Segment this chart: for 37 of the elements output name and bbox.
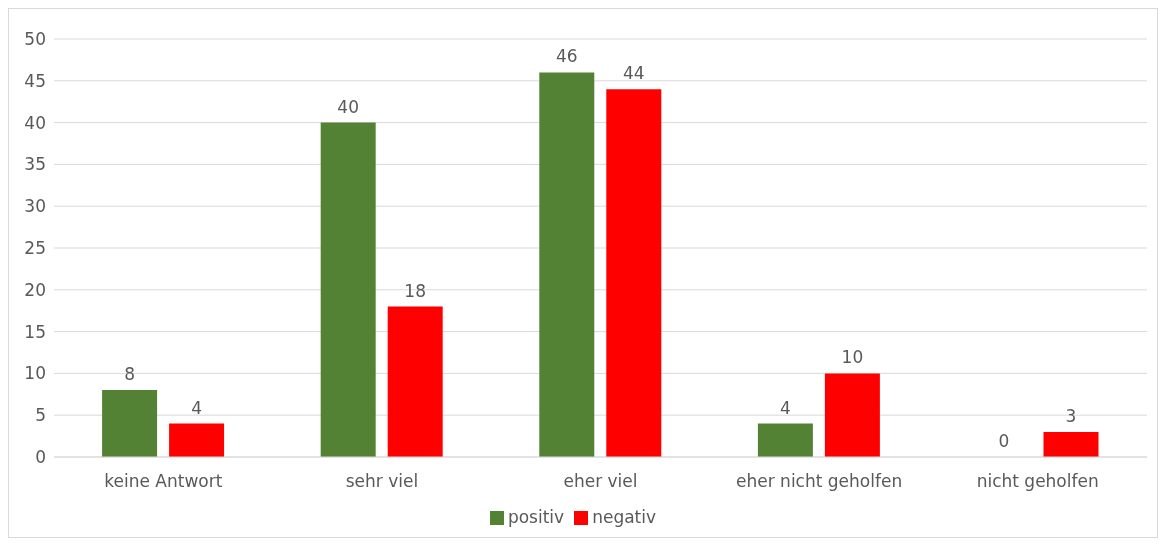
bar xyxy=(606,89,662,457)
y-tick-label: 0 xyxy=(35,447,46,468)
data-label: 40 xyxy=(337,96,360,117)
data-label: 44 xyxy=(622,63,645,84)
x-tick-label: eher nicht geholfen xyxy=(736,471,903,492)
y-tick-label: 20 xyxy=(24,279,46,300)
x-tick-label: eher viel xyxy=(563,471,638,492)
y-tick-label: 45 xyxy=(24,70,46,91)
bar xyxy=(387,306,443,457)
data-label: 3 xyxy=(1065,405,1077,426)
bar xyxy=(1043,431,1099,457)
legend-label: negativ xyxy=(592,507,657,527)
y-tick-label: 35 xyxy=(24,154,46,175)
data-label: 0 xyxy=(998,430,1010,451)
data-label: 10 xyxy=(841,347,864,368)
bar xyxy=(169,423,225,457)
bar xyxy=(539,72,595,457)
data-label: 46 xyxy=(555,46,578,67)
y-tick-label: 50 xyxy=(24,29,46,50)
bar xyxy=(757,423,813,457)
y-tick-label: 15 xyxy=(24,321,46,342)
bar xyxy=(824,373,880,457)
data-label: 8 xyxy=(124,364,136,385)
y-tick-label: 25 xyxy=(24,238,46,259)
data-label: 4 xyxy=(779,397,791,418)
legend-label: positiv xyxy=(507,507,565,527)
bar xyxy=(102,390,158,457)
x-tick-label: sehr viel xyxy=(345,471,419,492)
y-tick-label: 5 xyxy=(35,405,46,426)
bar xyxy=(320,122,376,457)
y-tick-label: 30 xyxy=(24,196,46,217)
data-label: 18 xyxy=(404,280,427,301)
y-tick-label: 40 xyxy=(24,112,46,133)
data-label: 4 xyxy=(191,397,203,418)
x-tick-label: keine Antwort xyxy=(104,471,223,492)
y-tick-label: 10 xyxy=(24,363,46,384)
x-tick-label: nicht geholfen xyxy=(976,471,1099,492)
